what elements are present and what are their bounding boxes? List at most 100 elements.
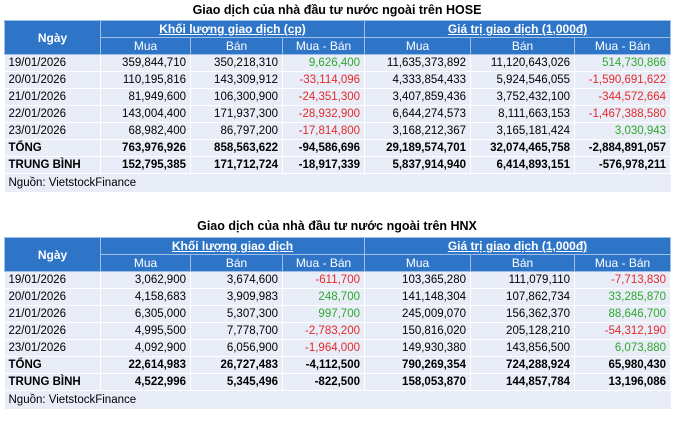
cell-value: 158,053,870 — [364, 373, 471, 391]
cell-value: -1,467,388,580 — [574, 105, 672, 123]
cell-value: 205,128,210 — [470, 322, 575, 340]
source-row: Nguồn: VietstockFinance — [4, 173, 671, 192]
table-row: 21/01/2026 6,305,000 5,307,300 997,700 245,0… — [4, 305, 672, 323]
cell-value: 5,837,914,940 — [364, 156, 472, 174]
cell-value: -1,590,691,622 — [574, 71, 672, 89]
group-header-value: Giá trị giao dịch (1,000đ) — [364, 20, 672, 38]
cell-value: 106,300,900 — [190, 88, 283, 106]
cell-value: -54,312,190 — [574, 322, 672, 340]
cell-value: 3,062,900 — [100, 271, 191, 289]
table-row: 19/01/2026 359,844,710 350,218,310 9,626,40… — [4, 54, 672, 72]
cell-value: 6,644,274,573 — [364, 105, 472, 123]
cell-value: 4,333,854,433 — [364, 71, 472, 89]
subheader-buy-volume: Mua — [100, 37, 191, 55]
cell-value: 7,778,700 — [190, 322, 283, 340]
cell-value: -7,713,830 — [574, 271, 672, 289]
cell-day: 21/01/2026 — [4, 88, 101, 106]
table-row: 23/01/2026 4,092,900 6,056,900 -1,964,000 14… — [4, 339, 672, 357]
cell-value: 6,305,000 — [100, 305, 191, 323]
cell-value: 5,307,300 — [190, 305, 283, 323]
subheader-net-volume: Mua - Bán — [282, 254, 365, 272]
cell-value: -94,586,696 — [282, 139, 366, 157]
cell-value: 11,635,373,892 — [364, 54, 472, 72]
source-note: Nguồn: VietstockFinance — [4, 173, 671, 192]
cell-value: 143,004,400 — [100, 105, 191, 123]
cell-day: 23/01/2026 — [4, 122, 101, 140]
cell-value: 790,269,354 — [364, 356, 471, 374]
cell-value: 3,168,212,367 — [364, 122, 472, 140]
cell-value: 144,857,784 — [470, 373, 575, 391]
cell-value: 3,909,983 — [190, 288, 283, 306]
cell-value: 68,982,400 — [100, 122, 191, 140]
cell-value: 150,816,020 — [364, 322, 471, 340]
cell-value: 5,345,496 — [190, 373, 283, 391]
group-header-volume: Khối lượng giao dịch (cp) — [99, 20, 366, 38]
cell-value: 3,407,859,436 — [364, 88, 472, 106]
cell-label: TRUNG BÌNH — [4, 156, 101, 174]
hose-title: Giao dịch của nhà đầu tư nước ngoài trên… — [192, 3, 482, 17]
cell-value: 32,074,465,758 — [470, 139, 576, 157]
cell-label: TRUNG BÌNH — [4, 373, 101, 391]
cell-value: -4,112,500 — [282, 356, 365, 374]
cell-value: 763,976,926 — [100, 139, 191, 157]
cell-value: 33,285,870 — [574, 288, 672, 306]
hose-table: Ngày Khối lượng giao dịch (cp) Giá trị g… — [4, 20, 672, 192]
cell-value: -17,814,800 — [282, 122, 366, 140]
cell-day: 19/01/2026 — [4, 271, 101, 289]
cell-value: 86,797,200 — [190, 122, 283, 140]
cell-value: 724,288,924 — [470, 356, 575, 374]
cell-value: 107,862,734 — [470, 288, 575, 306]
cell-value: 8,111,663,153 — [470, 105, 576, 123]
subheader-sell-value: Bán — [470, 254, 575, 272]
subheader-sell-value: Bán — [470, 37, 576, 55]
total-row: TỔNG 22,614,983 26,727,483 -4,112,500 790,26… — [4, 356, 672, 374]
table-row: 23/01/2026 68,982,400 86,797,200 -17,814,80… — [4, 122, 672, 140]
cell-value: 4,092,900 — [100, 339, 191, 357]
cell-value: -1,964,000 — [282, 339, 365, 357]
cell-value: -24,351,300 — [282, 88, 366, 106]
cell-value: -344,572,664 — [574, 88, 672, 106]
cell-value: 858,563,622 — [190, 139, 283, 157]
cell-label: TỔNG — [4, 139, 101, 157]
cell-value: 110,195,816 — [100, 71, 191, 89]
cell-value: 245,009,070 — [364, 305, 471, 323]
cell-value: 5,924,546,055 — [470, 71, 576, 89]
cell-day: 19/01/2026 — [4, 54, 101, 72]
cell-value: -33,114,096 — [282, 71, 366, 89]
cell-value: 4,158,683 — [100, 288, 191, 306]
cell-value: 141,148,304 — [364, 288, 471, 306]
subheader-sell-volume: Bán — [190, 254, 283, 272]
cell-day: 22/01/2026 — [4, 322, 101, 340]
cell-value: 81,949,600 — [100, 88, 191, 106]
group-header-value: Giá trị giao dịch (1,000đ) — [363, 237, 672, 255]
cell-value: 103,365,280 — [364, 271, 471, 289]
cell-value: 359,844,710 — [100, 54, 191, 72]
subheader-sell-volume: Bán — [190, 37, 283, 55]
cell-day: 20/01/2026 — [4, 71, 101, 89]
cell-value: 514,730,866 — [574, 54, 672, 72]
cell-value: 65,980,430 — [574, 356, 672, 374]
cell-value: 4,522,996 — [100, 373, 191, 391]
cell-value: 350,218,310 — [190, 54, 283, 72]
cell-value: 156,362,370 — [470, 305, 575, 323]
cell-value: 6,073,880 — [574, 339, 672, 357]
cell-value: 6,414,893,151 — [470, 156, 576, 174]
cell-value: 111,079,110 — [470, 271, 575, 289]
cell-value: 171,712,724 — [190, 156, 283, 174]
cell-day: 21/01/2026 — [4, 305, 101, 323]
cell-day: 22/01/2026 — [4, 105, 101, 123]
cell-value: 6,056,900 — [190, 339, 283, 357]
cell-value: 997,700 — [282, 305, 365, 323]
cell-value: 4,995,500 — [100, 322, 191, 340]
average-row: TRUNG BÌNH 152,795,385 171,712,724 -18,917,… — [4, 156, 672, 174]
cell-value: 248,700 — [282, 288, 365, 306]
average-row: TRUNG BÌNH 4,522,996 5,345,496 -822,500 158,… — [4, 373, 672, 391]
cell-value: 13,196,086 — [574, 373, 672, 391]
group-header-volume: Khối lượng giao dịch — [100, 237, 365, 255]
cell-value: 11,120,643,026 — [470, 54, 576, 72]
cell-value: -2,884,891,057 — [574, 139, 672, 157]
hnx-table: Ngày Khối lượng giao dịch Giá trị giao d… — [4, 237, 672, 409]
source-note: Nguồn: VietstockFinance — [4, 390, 671, 409]
cell-value: 143,309,912 — [190, 71, 283, 89]
